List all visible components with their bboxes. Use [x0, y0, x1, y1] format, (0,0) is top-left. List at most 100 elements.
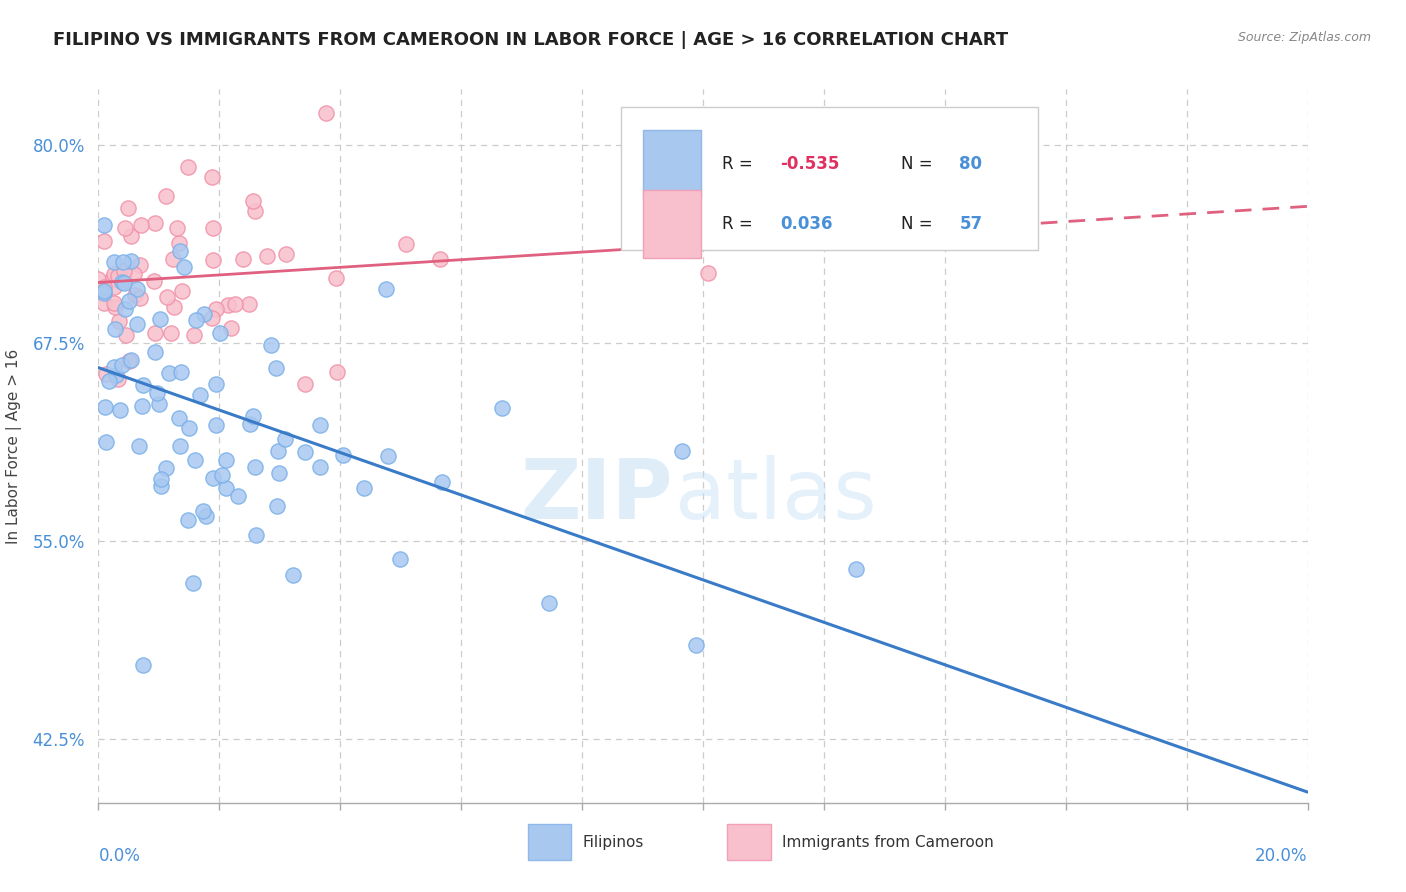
Point: [325, 271, 347, 285]
Point: [294, 376, 316, 391]
Point: [93, 219, 115, 233]
Point: [267, 443, 290, 458]
Point: [117, 201, 139, 215]
Text: 0.0%: 0.0%: [98, 847, 141, 865]
Point: [107, 269, 129, 284]
Point: [155, 188, 177, 202]
Point: [219, 320, 242, 334]
Point: [239, 417, 262, 431]
Point: [103, 255, 125, 269]
Point: [177, 513, 200, 527]
Point: [238, 297, 260, 311]
Point: [202, 220, 225, 235]
FancyBboxPatch shape: [643, 190, 700, 258]
Point: [104, 300, 127, 314]
Point: [125, 317, 148, 331]
Point: [256, 249, 278, 263]
Point: [97, 374, 120, 388]
Point: [177, 160, 200, 174]
Point: [326, 365, 349, 379]
Point: [388, 552, 411, 566]
Point: [93, 280, 115, 294]
Point: [148, 396, 170, 410]
Point: [205, 301, 228, 316]
Point: [93, 296, 115, 310]
Point: [114, 271, 136, 285]
Point: [107, 314, 129, 328]
Point: [93, 284, 115, 298]
Point: [208, 326, 231, 340]
Text: 57: 57: [959, 215, 983, 233]
FancyBboxPatch shape: [643, 130, 700, 198]
Point: [201, 170, 224, 185]
Point: [204, 376, 226, 391]
Point: [537, 595, 560, 609]
Point: [211, 468, 233, 483]
Point: [150, 479, 173, 493]
Point: [429, 252, 451, 266]
Point: [129, 291, 152, 305]
Point: [260, 338, 283, 352]
Point: [157, 367, 180, 381]
Point: [103, 295, 125, 310]
Text: FILIPINO VS IMMIGRANTS FROM CAMEROON IN LABOR FORCE | AGE > 16 CORRELATION CHART: FILIPINO VS IMMIGRANTS FROM CAMEROON IN …: [53, 31, 1008, 49]
Point: [245, 527, 267, 541]
Point: [245, 204, 267, 219]
Point: [103, 280, 125, 294]
Point: [143, 344, 166, 359]
Point: [162, 252, 184, 266]
Point: [120, 229, 142, 244]
Point: [150, 472, 173, 486]
Y-axis label: In Labor Force | Age > 16: In Labor Force | Age > 16: [6, 349, 21, 543]
Point: [124, 287, 146, 301]
Point: [128, 440, 150, 454]
Point: [93, 285, 115, 300]
Point: [122, 267, 145, 281]
FancyBboxPatch shape: [727, 824, 770, 860]
Point: [94, 434, 117, 449]
Point: [114, 221, 136, 235]
Point: [430, 475, 453, 489]
Text: -0.535: -0.535: [780, 155, 839, 173]
Point: [315, 106, 337, 120]
Point: [142, 274, 165, 288]
Point: [159, 326, 181, 340]
Point: [267, 467, 290, 481]
Point: [201, 470, 224, 484]
Point: [108, 402, 131, 417]
Point: [309, 417, 332, 432]
Point: [125, 282, 148, 296]
Text: Immigrants from Cameroon: Immigrants from Cameroon: [782, 835, 994, 849]
Point: [96, 367, 118, 381]
Point: [115, 327, 138, 342]
Point: [146, 386, 169, 401]
Point: [149, 311, 172, 326]
Point: [114, 302, 136, 317]
Point: [184, 453, 207, 467]
Point: [166, 221, 188, 235]
Point: [375, 282, 398, 296]
Point: [845, 562, 868, 576]
Point: [169, 440, 191, 454]
Point: [87, 272, 110, 286]
Text: N =: N =: [901, 155, 938, 173]
Point: [172, 285, 194, 299]
Point: [294, 445, 316, 459]
Point: [132, 378, 155, 392]
FancyBboxPatch shape: [527, 824, 571, 860]
Point: [117, 354, 139, 368]
Point: [266, 499, 288, 513]
Point: [103, 359, 125, 374]
Point: [155, 461, 177, 475]
Point: [177, 421, 200, 435]
Point: [309, 460, 332, 475]
Point: [226, 489, 249, 503]
Point: [281, 567, 304, 582]
Point: [132, 657, 155, 672]
Point: [242, 409, 264, 423]
Point: [245, 459, 267, 474]
Point: [111, 275, 134, 289]
Point: [491, 401, 513, 415]
Point: [129, 258, 152, 272]
Point: [169, 244, 191, 259]
